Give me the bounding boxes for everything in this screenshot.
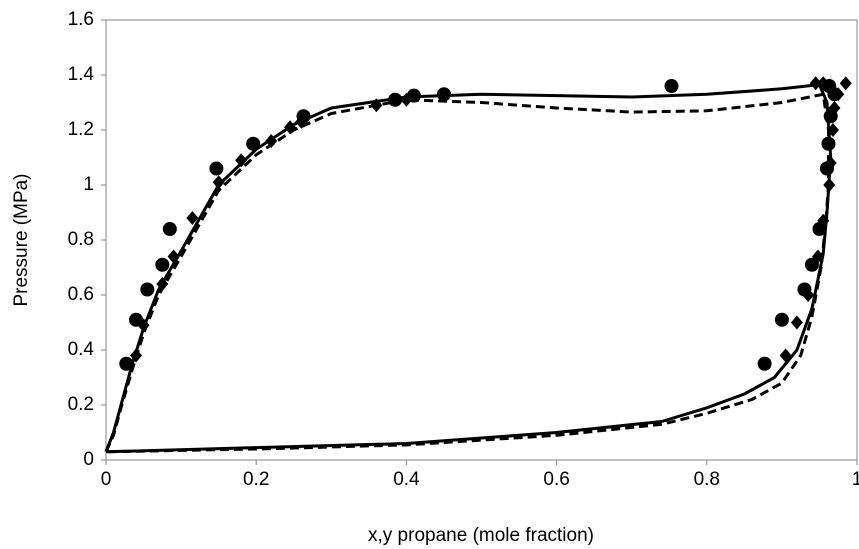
point xyxy=(140,282,155,297)
point xyxy=(774,312,789,327)
point xyxy=(790,315,803,330)
y-axis-label: Pressure (MPa) xyxy=(11,173,32,306)
x-tick-label: 0.8 xyxy=(694,469,720,490)
y-tick-label: 0.2 xyxy=(68,394,94,415)
x-tick-label: 1 xyxy=(852,469,859,490)
point xyxy=(209,161,224,176)
point xyxy=(235,153,248,168)
line xyxy=(104,92,830,454)
y-tick-label: 0.4 xyxy=(68,339,95,360)
point xyxy=(155,257,170,272)
x-tick-label: 0.4 xyxy=(393,469,420,490)
y-tick-label: 1.2 xyxy=(68,119,94,140)
point xyxy=(802,288,815,302)
line xyxy=(104,83,833,454)
point xyxy=(757,356,772,371)
point xyxy=(119,356,134,371)
point xyxy=(186,211,199,225)
y-tick-label: 1.6 xyxy=(68,9,94,30)
y-tick-label: 1.4 xyxy=(68,64,95,85)
point xyxy=(212,175,225,190)
x-axis-label: x,y propane (mole fraction) xyxy=(368,525,594,546)
x-tick-label: 0 xyxy=(101,469,112,490)
y-tick-label: 0.8 xyxy=(68,229,94,250)
point xyxy=(832,87,845,102)
x-tick-label: 0.2 xyxy=(243,469,269,490)
x-tick-label: 0.6 xyxy=(543,469,569,490)
point xyxy=(839,76,852,91)
point xyxy=(664,79,679,93)
point xyxy=(804,257,819,272)
point xyxy=(162,222,177,236)
y-tick-label: 0.6 xyxy=(68,284,94,305)
y-tick-label: 1 xyxy=(83,174,94,195)
point xyxy=(828,101,841,115)
y-tick-label: 0 xyxy=(83,449,94,470)
